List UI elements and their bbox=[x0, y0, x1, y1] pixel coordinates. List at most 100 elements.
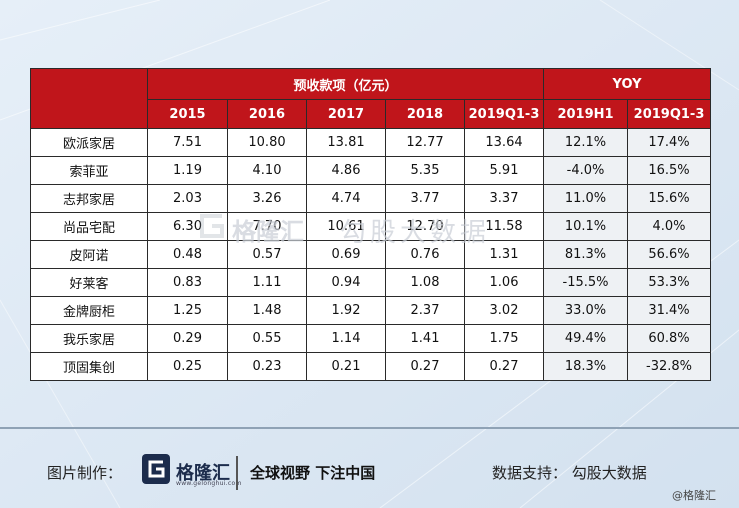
value-cell: 4.74 bbox=[306, 184, 386, 213]
footer-divider bbox=[0, 427, 739, 429]
table-row: 金牌厨柜 1.25 1.48 1.92 2.37 3.02 33.0% 31.4% bbox=[30, 296, 712, 325]
logo-url: www.gelonghui.com bbox=[176, 480, 242, 487]
value-cell: 1.06 bbox=[463, 268, 545, 297]
value-cell: 4.86 bbox=[306, 156, 386, 185]
yoy-cell: 53.3% bbox=[627, 268, 712, 297]
value-cell: 0.27 bbox=[463, 352, 545, 381]
yoy-cell: -4.0% bbox=[543, 156, 629, 185]
yoy-cell: 33.0% bbox=[543, 296, 629, 325]
yoy-cell: 16.5% bbox=[627, 156, 712, 185]
value-cell: 1.11 bbox=[227, 268, 307, 297]
table-corner-cell bbox=[30, 68, 148, 129]
yoy-cell: 4.0% bbox=[627, 212, 712, 241]
slogan: 全球视野 下注中国 bbox=[250, 464, 376, 482]
value-cell: 7.70 bbox=[227, 212, 307, 241]
column-header: 2016 bbox=[227, 99, 307, 129]
prepaid-revenue-table: 预收款项（亿元） YOY 2015 2016 2017 2018 2019Q1-3 201… bbox=[30, 68, 712, 381]
footer-separator bbox=[236, 456, 238, 490]
value-cell: 0.21 bbox=[306, 352, 386, 381]
company-name-cell: 索菲亚 bbox=[30, 156, 148, 185]
value-cell: 0.23 bbox=[227, 352, 307, 381]
value-cell: 13.81 bbox=[306, 128, 386, 157]
value-cell: 2.37 bbox=[385, 296, 465, 325]
value-cell: 0.69 bbox=[306, 240, 386, 269]
column-header: 2019Q1-3 bbox=[627, 99, 712, 129]
table-row: 尚品宅配 6.30 7.70 10.61 12.70 11.58 10.1% 4.0% bbox=[30, 212, 712, 241]
table-row: 志邦家居 2.03 3.26 4.74 3.77 3.37 11.0% 15.6% bbox=[30, 184, 712, 213]
value-cell: 1.48 bbox=[227, 296, 307, 325]
value-cell: 1.14 bbox=[306, 324, 386, 353]
logo-text: 格隆汇 bbox=[176, 463, 230, 484]
value-cell: 1.92 bbox=[306, 296, 386, 325]
value-cell: 13.64 bbox=[463, 128, 545, 157]
value-cell: 6.30 bbox=[147, 212, 228, 241]
yoy-cell: 18.3% bbox=[543, 352, 629, 381]
footer: 图片制作： 格隆汇 www.gelonghui.com 全球视野 下注中国 数据… bbox=[0, 440, 739, 502]
table-row: 顶固集创 0.25 0.23 0.21 0.27 0.27 18.3% -32.8% bbox=[30, 352, 712, 381]
value-cell: 12.77 bbox=[385, 128, 465, 157]
table-row: 好莱客 0.83 1.11 0.94 1.08 1.06 -15.5% 53.3% bbox=[30, 268, 712, 297]
value-cell: 1.25 bbox=[147, 296, 228, 325]
column-header: 2018 bbox=[385, 99, 465, 129]
value-cell: 10.80 bbox=[227, 128, 307, 157]
company-name-cell: 欧派家居 bbox=[30, 128, 148, 157]
value-cell: 0.83 bbox=[147, 268, 228, 297]
column-header: 2017 bbox=[306, 99, 386, 129]
yoy-cell: 11.0% bbox=[543, 184, 629, 213]
company-name-cell: 志邦家居 bbox=[30, 184, 148, 213]
group-header-prepaid: 预收款项（亿元） bbox=[146, 68, 545, 100]
value-cell: 1.31 bbox=[463, 240, 545, 269]
yoy-cell: 81.3% bbox=[543, 240, 629, 269]
column-header: 2019H1 bbox=[543, 99, 629, 129]
value-cell: 2.03 bbox=[147, 184, 228, 213]
value-cell: 3.26 bbox=[227, 184, 307, 213]
column-header: 2019Q1-3 bbox=[463, 99, 545, 129]
watermark-logo-text: 格隆汇 bbox=[232, 218, 304, 246]
company-name-cell: 我乐家居 bbox=[30, 324, 148, 353]
yoy-cell: 49.4% bbox=[543, 324, 629, 353]
table-row: 我乐家居 0.29 0.55 1.14 1.41 1.75 49.4% 60.8% bbox=[30, 324, 712, 353]
yoy-cell: 56.6% bbox=[627, 240, 712, 269]
data-table-container: 预收款项（亿元） YOY 2015 2016 2017 2018 2019Q1-3 201… bbox=[30, 68, 712, 382]
yoy-cell: 31.4% bbox=[627, 296, 712, 325]
value-cell: 12.70 bbox=[385, 212, 465, 241]
data-support-label: 数据支持： 勾股大数据 bbox=[492, 464, 647, 482]
value-cell: 0.27 bbox=[385, 352, 465, 381]
value-cell: 10.61 bbox=[306, 212, 386, 241]
value-cell: 1.08 bbox=[385, 268, 465, 297]
value-cell: 11.58 bbox=[463, 212, 545, 241]
value-cell: 3.37 bbox=[463, 184, 545, 213]
yoy-cell: 60.8% bbox=[627, 324, 712, 353]
value-cell: 4.10 bbox=[227, 156, 307, 185]
table-row: 索菲亚 1.19 4.10 4.86 5.35 5.91 -4.0% 16.5% bbox=[30, 156, 712, 185]
company-name-cell: 金牌厨柜 bbox=[30, 296, 148, 325]
value-cell: 1.41 bbox=[385, 324, 465, 353]
yoy-cell: 17.4% bbox=[627, 128, 712, 157]
group-header-yoy: YOY bbox=[543, 68, 712, 100]
company-name-cell: 顶固集创 bbox=[30, 352, 148, 381]
made-by-label: 图片制作： bbox=[47, 464, 123, 482]
value-cell: 3.02 bbox=[463, 296, 545, 325]
table-row: 欧派家居 7.51 10.80 13.81 12.77 13.64 12.1% 17.4% bbox=[30, 128, 712, 157]
value-cell: 5.35 bbox=[385, 156, 465, 185]
value-cell: 0.55 bbox=[227, 324, 307, 353]
yoy-cell: 12.1% bbox=[543, 128, 629, 157]
value-cell: 0.25 bbox=[147, 352, 228, 381]
value-cell: 1.19 bbox=[147, 156, 228, 185]
copyright-mark: @格隆汇 bbox=[672, 489, 716, 502]
value-cell: 3.77 bbox=[385, 184, 465, 213]
yoy-cell: -32.8% bbox=[627, 352, 712, 381]
gelonghui-logo-icon bbox=[142, 454, 170, 484]
value-cell: 7.51 bbox=[147, 128, 228, 157]
table-row: 皮阿诺 0.48 0.57 0.69 0.76 1.31 81.3% 56.6% bbox=[30, 240, 712, 269]
value-cell: 0.48 bbox=[147, 240, 228, 269]
yoy-cell: -15.5% bbox=[543, 268, 629, 297]
column-header: 2015 bbox=[147, 99, 228, 129]
yoy-cell: 15.6% bbox=[627, 184, 712, 213]
value-cell: 0.94 bbox=[306, 268, 386, 297]
company-name-cell: 尚品宅配 bbox=[30, 212, 148, 241]
yoy-cell: 10.1% bbox=[543, 212, 629, 241]
company-name-cell: 好莱客 bbox=[30, 268, 148, 297]
watermark-text: 勾股大数据 bbox=[340, 218, 491, 248]
watermark-logo-icon bbox=[196, 210, 226, 242]
